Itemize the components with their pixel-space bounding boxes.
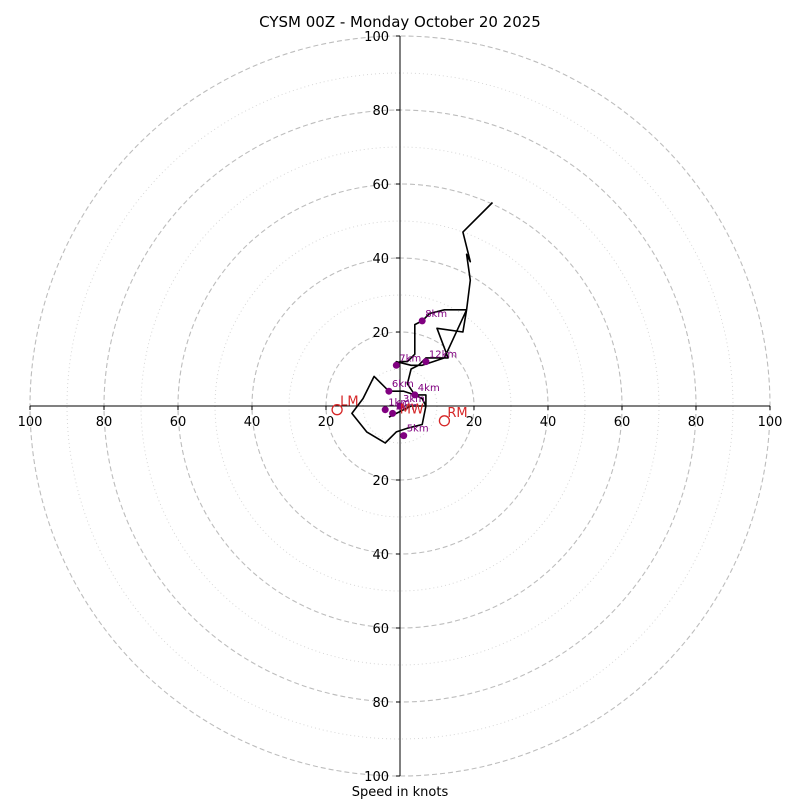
chart-title: CYSM 00Z - Monday October 20 2025: [259, 13, 541, 31]
height-marker-point: [422, 358, 430, 366]
tick-label: 100: [18, 415, 43, 430]
height-marker-point: [385, 387, 393, 395]
tick-label: 80: [372, 696, 389, 711]
storm-motion-point: [438, 415, 451, 427]
height-marker-label: 2km: [396, 401, 418, 412]
storm-motion-label: LM: [340, 395, 358, 410]
tick-label: 100: [364, 770, 389, 785]
tick-label: 60: [372, 622, 389, 637]
tick-label: 20: [372, 474, 389, 489]
tick-label: 80: [688, 415, 705, 430]
hodograph-series: [351, 201, 494, 444]
storm-motion-label: MW: [400, 403, 424, 418]
tick-label: 80: [96, 415, 113, 430]
tick-label: 40: [372, 548, 389, 563]
hodograph-line: [351, 201, 494, 444]
tick-label: 20: [318, 415, 335, 430]
height-marker-point: [389, 409, 397, 417]
x-axis-label: Speed in knots: [352, 785, 449, 800]
height-marker-label: 3km: [403, 394, 425, 405]
height-marker-label: 8km: [425, 309, 447, 320]
tick-label: 60: [614, 415, 631, 430]
tick-labels: 100 80 60 40 20 20 40 60 80 100 100 80 60 40 20 20 40 60 8…: [18, 30, 783, 785]
height-marker-point: [400, 432, 408, 440]
height-marker-point: [411, 391, 419, 399]
height-marker-point: [396, 402, 404, 410]
tick-label: 100: [758, 415, 783, 430]
height-marker-label: 4km: [418, 383, 440, 394]
height-marker-point: [381, 406, 389, 414]
storm-motion-markers: LM RM MW: [331, 395, 468, 427]
tick-label: 80: [372, 104, 389, 119]
storm-motion-point: [331, 404, 343, 416]
tick-label: 20: [372, 326, 389, 341]
tick-label: 60: [372, 178, 389, 193]
height-markers: 1km2km3km4km5km6km7km8km12km: [381, 309, 457, 440]
height-marker-point: [418, 317, 426, 325]
storm-motion-label: RM: [447, 406, 467, 421]
tick-label: 40: [372, 252, 389, 267]
tick-label: 40: [540, 415, 557, 430]
height-marker-label: 6km: [392, 379, 414, 390]
height-marker-label: 7km: [399, 353, 421, 364]
tick-label: 100: [364, 30, 389, 45]
height-marker-label: 12km: [429, 350, 457, 361]
tick-label: 20: [466, 415, 483, 430]
height-marker-point: [392, 361, 400, 369]
height-marker-label: 5km: [407, 424, 429, 435]
tick-label: 60: [170, 415, 187, 430]
tick-label: 40: [244, 415, 261, 430]
